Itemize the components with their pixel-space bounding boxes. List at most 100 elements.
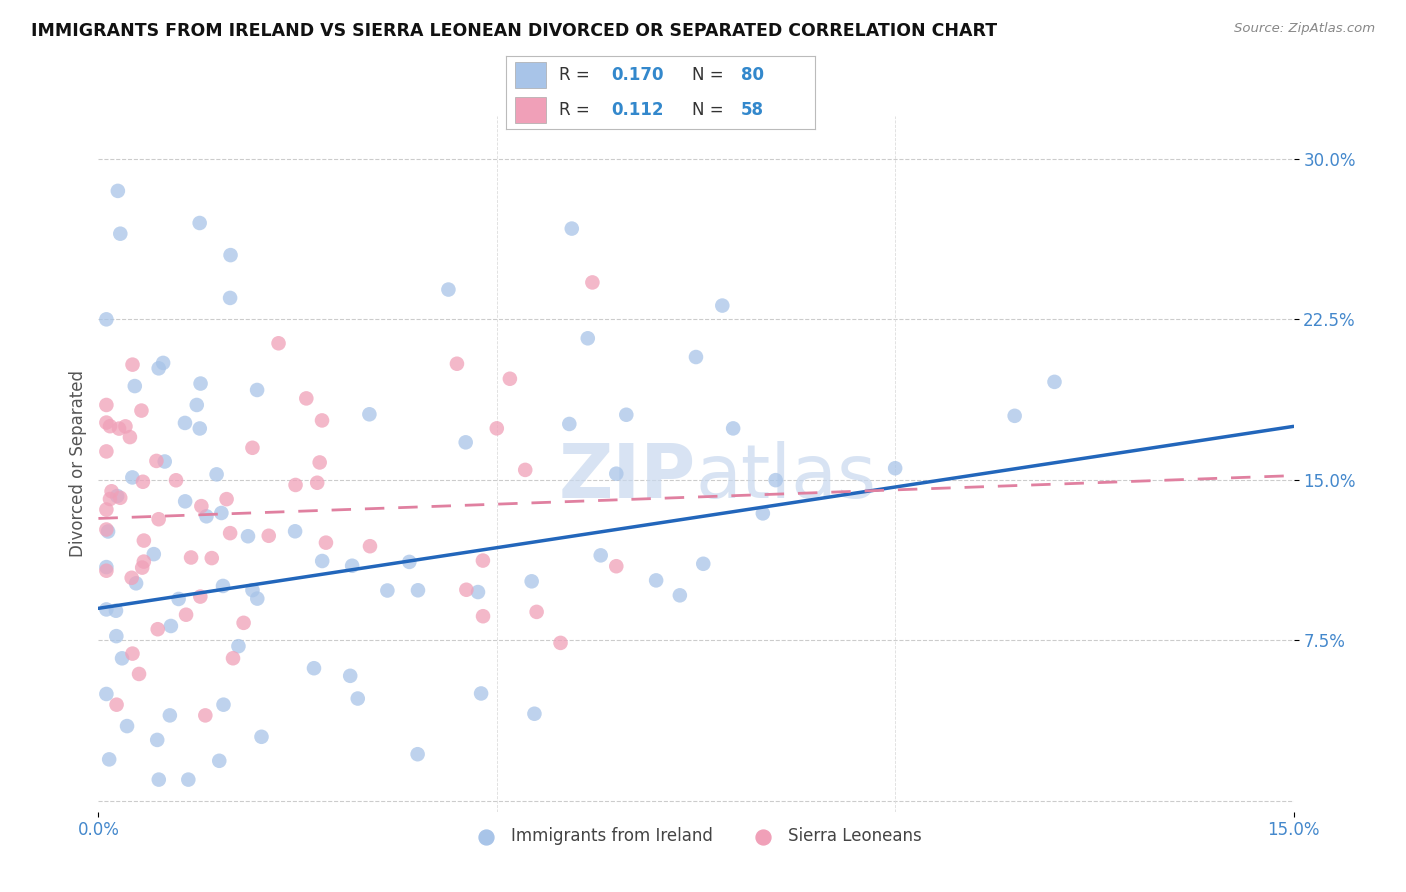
Point [145,454,167,468]
Point [98,491,121,506]
Point [295,392,318,406]
Point [152,356,174,370]
Point [1043,375,1066,389]
Point [97,524,120,539]
Point [105,489,128,503]
Point [485,421,508,435]
Point [308,455,330,469]
Point [242,441,264,455]
Point [212,579,235,593]
Point [180,550,202,565]
Point [132,533,155,548]
Text: 0.170: 0.170 [612,66,664,84]
Point [346,691,368,706]
Point [96,398,118,412]
Point [558,417,581,431]
Point [177,772,200,787]
Point [194,708,217,723]
Point [550,636,572,650]
Point [467,585,489,599]
Text: atlas: atlas [696,442,877,515]
Text: N =: N = [692,66,728,84]
Point [311,413,333,427]
Point [340,558,363,573]
Point [377,583,399,598]
Point [96,564,118,578]
Point [174,607,197,622]
Point [121,647,143,661]
Point [96,523,118,537]
Point [107,184,129,198]
Point [124,379,146,393]
Point [581,276,603,290]
Bar [516,62,547,88]
Point [96,602,118,616]
Y-axis label: Divorced or Separated: Divorced or Separated [69,370,87,558]
Point [108,421,131,435]
Legend: Immigrants from Ireland, Sierra Leoneans: Immigrants from Ireland, Sierra Leoneans [463,821,929,852]
Point [246,591,269,606]
Point [174,416,197,430]
Point [472,609,495,624]
Point [208,754,231,768]
Point [190,376,212,391]
Point [752,507,775,521]
Point [165,473,187,487]
Point [174,494,197,508]
Point [561,221,583,235]
Point [605,559,627,574]
Point [219,526,242,541]
Point [159,708,181,723]
Point [125,576,148,591]
Point [118,430,141,444]
Text: 0.112: 0.112 [612,102,664,120]
Point [105,629,128,643]
Point [186,398,208,412]
Point [315,535,337,549]
Text: 80: 80 [741,66,765,84]
Point [250,730,273,744]
Text: Source: ZipAtlas.com: Source: ZipAtlas.com [1234,22,1375,36]
Point [131,560,153,574]
Text: 58: 58 [741,102,765,120]
Point [520,574,543,589]
Point [146,733,169,747]
Point [104,604,127,618]
Point [121,470,143,484]
Point [215,492,238,507]
Point [359,407,381,421]
Point [499,372,522,386]
Point [96,312,118,326]
Point [188,421,211,435]
Point [1004,409,1026,423]
Point [645,574,668,588]
Point [471,553,494,567]
Point [132,555,155,569]
Point [195,509,218,524]
Point [267,336,290,351]
Point [160,619,183,633]
Point [589,549,612,563]
Point [236,529,259,543]
Point [205,467,228,482]
Point [110,227,132,241]
Point [454,435,477,450]
Point [884,461,907,475]
Point [515,463,537,477]
Text: N =: N = [692,102,728,120]
Text: R =: R = [558,66,595,84]
Point [148,361,170,376]
Point [446,357,468,371]
Point [121,358,143,372]
Point [257,529,280,543]
Point [111,651,134,665]
Point [148,512,170,526]
Point [212,698,235,712]
Point [685,350,707,364]
Point [228,639,250,653]
Point [406,583,429,598]
Point [98,752,121,766]
Point [470,686,492,700]
Point [669,588,692,602]
Point [96,444,118,458]
